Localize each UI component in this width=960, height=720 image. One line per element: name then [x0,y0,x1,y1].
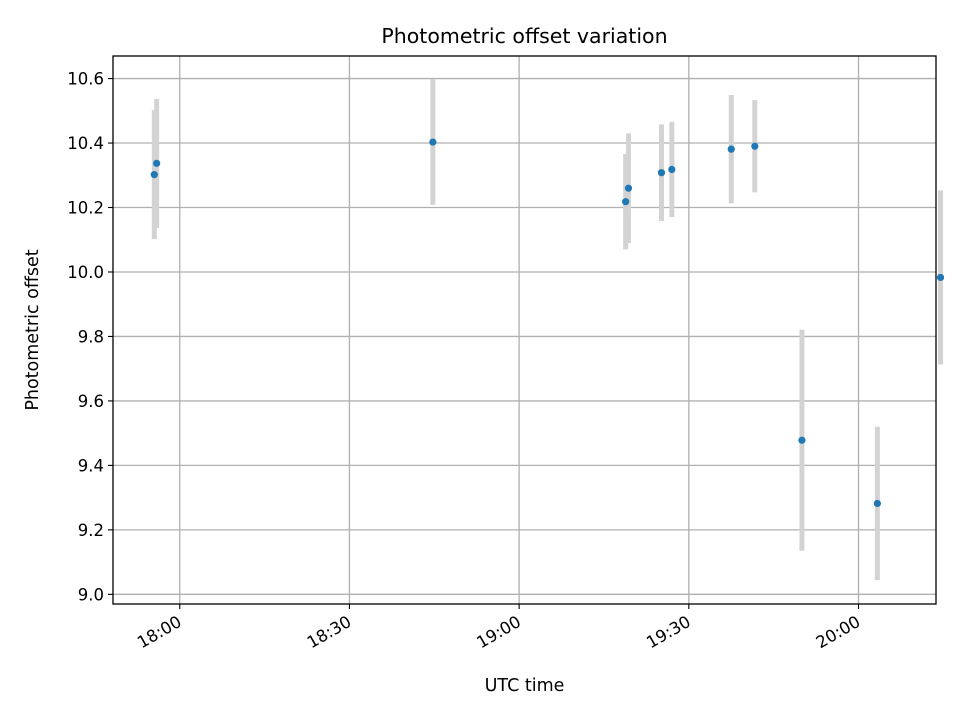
chart-title: Photometric offset variation [381,24,667,48]
y-tick-label: 9.8 [78,327,104,346]
data-point [153,159,161,167]
data-point [668,165,676,174]
y-tick-label: 9.4 [78,456,104,475]
y-tick-label: 9.0 [78,585,104,604]
y-axis-label: Photometric offset [23,249,43,410]
y-tick-label: 10.4 [67,134,104,153]
x-axis-label: UTC time [485,676,565,696]
x-tick-label: 18:30 [304,612,355,652]
error-bars [151,79,944,581]
x-axis: 18:00 18:30 19:00 19:30 20:00 [134,604,864,652]
plot-frame [112,55,937,605]
y-tick-label: 10.2 [67,199,104,218]
data-point [873,499,881,508]
x-tick-label: 19:00 [473,612,524,652]
data-point [727,145,735,153]
x-tick-label: 19:30 [643,612,694,652]
data-point [657,169,666,177]
data-points [150,138,945,508]
y-tick-label: 10.6 [67,70,104,89]
data-point [150,171,158,179]
data-point [624,184,633,192]
x-tick-label: 18:00 [134,612,185,652]
data-point [751,142,759,150]
grid-lines [113,56,936,604]
y-tick-label: 9.2 [78,521,104,540]
y-tick-label: 10.0 [67,263,104,282]
data-point [429,138,437,146]
data-point [936,273,945,282]
data-point [798,436,806,444]
x-tick-label: 20:00 [813,612,864,652]
y-axis: 9.0 9.2 9.4 9.6 9.8 10.0 10.2 10.4 10.6 [67,70,113,604]
data-point [622,198,630,206]
y-tick-label: 9.6 [78,392,104,411]
